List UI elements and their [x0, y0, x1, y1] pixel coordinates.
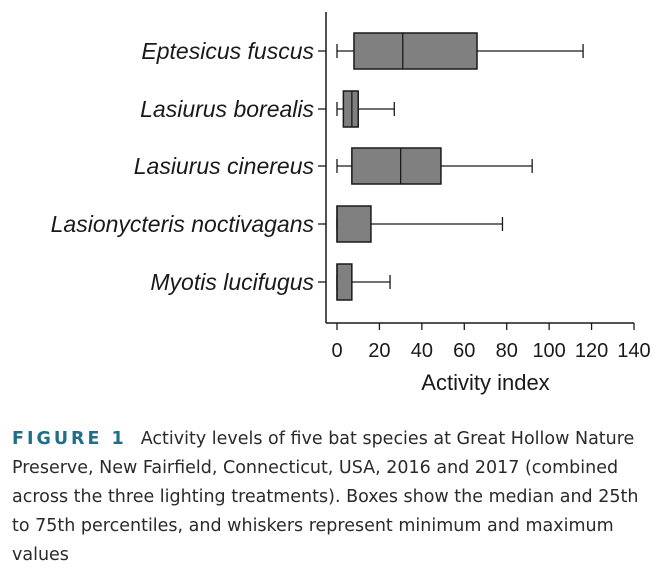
figure-label: FIGURE 1 [12, 429, 127, 449]
box-group [336, 205, 504, 243]
box-group [336, 90, 395, 128]
iqr-box [342, 90, 359, 128]
species-label: Myotis lucifugus [150, 269, 314, 295]
boxes-layer [336, 32, 584, 301]
x-tick-label: 120 [575, 340, 608, 362]
x-tick-label: 100 [532, 340, 565, 362]
box-plot-chart: Eptesicus fuscus Lasiurus borealis Lasiuru… [51, 12, 651, 395]
x-ticks-layer: 0 20 40 60 80 100 120 140 [331, 323, 651, 362]
box-group [336, 147, 533, 185]
box-group [336, 263, 391, 301]
box-group [336, 32, 584, 70]
species-label: Lasiurus borealis [140, 96, 314, 122]
labels-layer: Eptesicus fuscus Lasiurus borealis Lasiuru… [51, 38, 326, 295]
x-tick-label: 140 [617, 340, 650, 362]
x-tick-label: 20 [368, 340, 390, 362]
x-axis-title: Activity index [421, 370, 549, 395]
iqr-box [336, 205, 372, 243]
x-tick-label: 80 [496, 340, 518, 362]
axes-layer [325, 12, 634, 324]
species-label: Eptesicus fuscus [141, 38, 314, 64]
species-label: Lasiurus cinereus [134, 153, 315, 179]
iqr-box [351, 147, 442, 185]
iqr-box [336, 263, 353, 301]
iqr-box [353, 32, 478, 70]
figure-caption-text: Activity levels of five bat species at G… [12, 429, 639, 565]
figure-caption: FIGURE 1 Activity levels of five bat spec… [12, 425, 652, 570]
x-tick-label: 40 [411, 340, 433, 362]
species-label: Lasionycteris noctivagans [51, 211, 315, 237]
x-tick-label: 60 [453, 340, 475, 362]
x-tick-label: 0 [331, 340, 342, 362]
